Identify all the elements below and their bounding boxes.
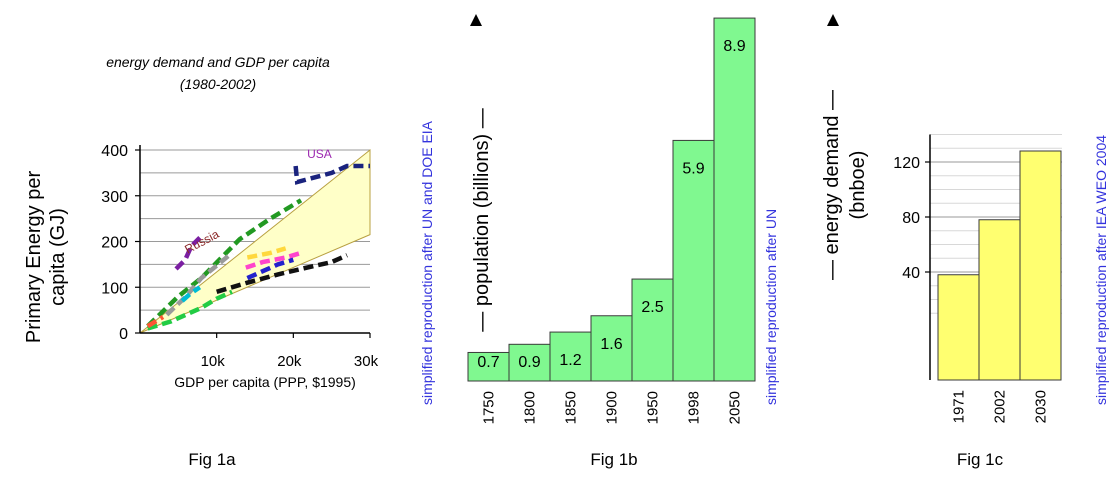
fig1a-y-tick-label: 300	[101, 189, 128, 206]
fig1a-title-line1: energy demand and GDP per capita	[106, 54, 330, 70]
fig1b-bar-label: 8.9	[723, 38, 745, 55]
fig1c-x-tick-label: 1971	[951, 390, 968, 423]
chart-fig1b: — population (billions) — 0.7 0.9 1.2 1.6 2.…	[467, 14, 779, 469]
fig1a-series-line	[245, 250, 302, 270]
fig1a-x-tick-label: 30k	[354, 353, 379, 370]
fig1b-x-ticks: 1750 1800 1850 1900 1950 1998 2050	[481, 391, 744, 424]
fig1a-xlabel: GDP per capita (PPP, $1995)	[174, 374, 356, 390]
fig1b-x-tick-label: 1750	[481, 391, 498, 424]
fig1b-bar-label: 0.7	[477, 354, 499, 371]
fig1b-bar	[467, 351, 510, 382]
fig1a-series-line	[293, 163, 370, 185]
fig1a-y-tick-label: 0	[119, 326, 128, 343]
fig1a-series-line	[246, 257, 294, 281]
fig1a-series-line	[165, 251, 234, 317]
fig1b-bar	[590, 315, 633, 382]
fig1a-x-tick-label: 20k	[277, 353, 302, 370]
fig1c-y-tick-label: 80	[902, 210, 920, 227]
fig1c-caption: Fig 1c	[957, 450, 1004, 469]
fig1a-ylabel-line2: capita (GJ)	[47, 208, 69, 306]
fig1a-y-ticks: 0 100 200 300 400	[101, 143, 140, 343]
fig1a-axes	[139, 145, 370, 334]
chart-fig1c: — energy demand — (bnboe) 40 80 120 1971 20…	[821, 14, 1109, 469]
fig1a-series-label: Russia	[182, 227, 221, 257]
fig1b-bar	[508, 343, 551, 382]
fig1b-bar-label: 1.6	[600, 336, 622, 353]
fig1c-x-tick-label: 2030	[1033, 390, 1050, 423]
fig1b-ylabel: — population (billions) —	[471, 108, 493, 331]
fig1a-caption: Fig 1a	[188, 450, 236, 469]
fig1b-x-tick-label: 1850	[563, 391, 580, 424]
fig1c-bar	[978, 219, 1021, 381]
fig1b-bar-label: 0.9	[518, 354, 540, 371]
fig1b-ylabel-arrow-icon	[470, 14, 482, 26]
fig1b-x-tick-label: 1800	[522, 391, 539, 424]
fig1b-bar-label: 2.5	[641, 299, 663, 316]
fig1a-series-line	[174, 235, 203, 271]
fig1b-source: simplified reproduction after UN	[763, 209, 779, 405]
fig1a-series-line	[180, 285, 202, 303]
fig1c-x-tick-label: 2002	[992, 390, 1009, 423]
fig1b-x-tick-label: 1900	[604, 391, 621, 424]
fig1a-series-line	[216, 253, 348, 294]
fig1c-y-tick-label: 120	[893, 155, 920, 172]
fig1a-title-line2: (1980-2002)	[180, 76, 256, 92]
fig1c-y-ticks: 40 80 120	[893, 155, 930, 282]
fig1a-series-line	[146, 315, 165, 329]
fig1b-bar	[549, 331, 592, 382]
fig1c-bar	[1019, 150, 1062, 381]
fig1a-y-tick-label: 100	[101, 280, 128, 297]
fig1b-bar	[631, 278, 674, 382]
fig1c-ylabel-line2: (bnboe)	[847, 151, 869, 220]
fig1c-y-tick-label: 40	[902, 265, 920, 282]
fig1a-y-tick-label: 400	[101, 143, 128, 160]
fig1a-series-line	[146, 198, 303, 328]
fig1b-x-tick-label: 1950	[645, 391, 662, 424]
fig1b-caption: Fig 1b	[590, 450, 637, 469]
fig1b-x-tick-label: 1998	[686, 391, 703, 424]
chart-fig1a: energy demand and GDP per capita (1980-2…	[23, 54, 435, 469]
fig1b-x-tick-label: 2050	[727, 391, 744, 424]
fig1c-ylabel-line1: — energy demand —	[821, 90, 843, 280]
fig1b-bars: 0.7 0.9 1.2 1.6 2.5 5.9 8.9	[467, 17, 756, 382]
fig1c-bar	[937, 274, 980, 381]
fig1c-source: simplified reproduction after IEA WEO 20…	[1093, 135, 1109, 405]
fig1a-series-label: USA	[307, 147, 332, 161]
fig1c-bars	[937, 150, 1062, 381]
fig1c-x-ticks: 1971 2002 2030	[951, 390, 1050, 423]
fig1a-source: simplified reproduction after UN and DOE…	[419, 120, 435, 405]
fig1b-bar-label: 1.2	[559, 352, 581, 369]
fig1a-series-line	[147, 289, 233, 331]
fig1a-ylabel-line1: Primary Energy per	[23, 171, 45, 344]
fig1b-bar	[713, 17, 756, 382]
fig1b-bar	[672, 139, 715, 382]
fig1b-bar-label: 5.9	[682, 160, 704, 177]
fig1a-x-tick-label: 10k	[201, 353, 226, 370]
fig1a-x-ticks: 10k 20k 30k	[201, 333, 379, 370]
fig1c-ylabel-arrow-icon	[827, 14, 839, 26]
fig1a-series-line	[246, 246, 287, 260]
fig1a-y-tick-label: 200	[101, 235, 128, 252]
